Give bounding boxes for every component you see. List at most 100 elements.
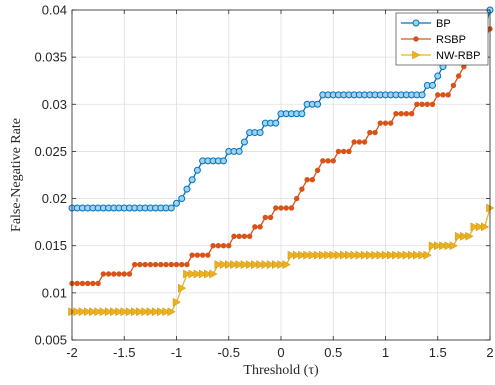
data-point-nw-rbp bbox=[219, 260, 229, 269]
data-point-nw-rbp bbox=[225, 260, 234, 269]
data-point-rsbp bbox=[398, 111, 404, 117]
data-point-rsbp bbox=[158, 261, 164, 268]
data-point-rsbp bbox=[267, 214, 274, 221]
data-point-rsbp bbox=[351, 139, 357, 145]
data-point-rsbp bbox=[262, 214, 269, 221]
data-point-rsbp bbox=[293, 195, 300, 202]
data-point-nw-rbp bbox=[94, 307, 103, 317]
data-point-nw-rbp bbox=[319, 250, 328, 260]
data-point-nw-rbp bbox=[167, 307, 176, 317]
data-point-nw-rbp bbox=[345, 250, 354, 260]
x-tick-label: -1.5 bbox=[113, 345, 135, 360]
data-point-nw-rbp bbox=[157, 307, 166, 317]
data-point-bp bbox=[235, 147, 243, 155]
data-point-rsbp bbox=[132, 261, 138, 268]
data-point-rsbp bbox=[367, 129, 373, 136]
data-point-nw-rbp bbox=[376, 250, 385, 260]
data-point-rsbp bbox=[314, 167, 321, 173]
data-point-bp bbox=[434, 72, 442, 80]
x-tick-label: -2 bbox=[66, 345, 78, 360]
data-point-nw-rbp bbox=[339, 250, 349, 260]
data-point-rsbp bbox=[105, 271, 112, 277]
data-point-nw-rbp bbox=[251, 260, 260, 269]
data-point-bp bbox=[178, 195, 186, 203]
data-point-nw-rbp bbox=[475, 222, 485, 232]
data-point-bp bbox=[220, 157, 228, 165]
data-point-nw-rbp bbox=[371, 250, 380, 260]
data-point-rsbp bbox=[273, 205, 279, 211]
data-point-nw-rbp bbox=[298, 250, 307, 260]
data-point-rsbp bbox=[252, 224, 258, 230]
data-point-rsbp bbox=[440, 92, 446, 98]
data-point-rsbp bbox=[414, 101, 420, 107]
data-point-bp bbox=[167, 204, 175, 212]
data-point-rsbp bbox=[361, 139, 368, 145]
data-point-rsbp bbox=[152, 261, 159, 268]
data-point-nw-rbp bbox=[130, 307, 140, 317]
data-point-rsbp bbox=[163, 261, 169, 268]
legend-label-bp: BP bbox=[436, 18, 451, 30]
data-point-bp bbox=[272, 119, 280, 127]
data-point-bp bbox=[429, 81, 437, 89]
data-point-nw-rbp bbox=[413, 250, 422, 260]
data-point-nw-rbp bbox=[78, 307, 87, 317]
y-tick-label: 0.04 bbox=[42, 3, 67, 18]
data-point-nw-rbp bbox=[397, 250, 406, 260]
data-point-rsbp bbox=[309, 177, 316, 183]
data-point-bp bbox=[193, 166, 201, 174]
data-point-nw-rbp bbox=[350, 250, 359, 260]
data-point-nw-rbp bbox=[470, 222, 479, 232]
x-tick-label: 0.5 bbox=[324, 345, 342, 360]
x-tick-label: 2 bbox=[486, 345, 493, 360]
data-point-bp bbox=[298, 110, 306, 118]
data-point-nw-rbp bbox=[381, 250, 391, 260]
y-tick-label: 0.005 bbox=[34, 333, 67, 348]
data-point-nw-rbp bbox=[308, 250, 317, 260]
data-point-rsbp bbox=[189, 252, 195, 258]
data-point-nw-rbp bbox=[183, 269, 192, 279]
data-point-rsbp bbox=[341, 148, 347, 155]
data-point-nw-rbp bbox=[89, 307, 98, 317]
data-point-nw-rbp bbox=[334, 250, 344, 260]
data-point-bp bbox=[188, 176, 196, 184]
data-point-rsbp bbox=[299, 186, 305, 192]
data-point-nw-rbp bbox=[214, 260, 223, 269]
data-point-rsbp bbox=[325, 158, 331, 164]
data-point-rsbp bbox=[184, 261, 190, 268]
x-axis-label: Threshold (τ) bbox=[243, 363, 319, 378]
data-point-bp bbox=[173, 199, 180, 207]
data-point-bp bbox=[256, 129, 264, 137]
data-point-nw-rbp bbox=[313, 250, 323, 260]
data-point-nw-rbp bbox=[402, 250, 411, 260]
y-axis-label: False-Negative Rate bbox=[9, 118, 24, 232]
data-point-rsbp bbox=[199, 252, 206, 258]
data-point-nw-rbp bbox=[460, 231, 469, 241]
data-point-nw-rbp bbox=[386, 250, 396, 260]
data-point-bp bbox=[240, 138, 248, 146]
data-point-rsbp bbox=[372, 129, 378, 136]
data-point-rsbp bbox=[445, 92, 451, 98]
legend-marker-rsbp bbox=[413, 36, 419, 42]
data-point-rsbp bbox=[84, 280, 91, 287]
data-point-nw-rbp bbox=[303, 250, 312, 260]
y-tick-label: 0.025 bbox=[34, 144, 67, 159]
data-point-nw-rbp bbox=[392, 250, 401, 260]
data-point-nw-rbp bbox=[428, 241, 438, 251]
data-point-nw-rbp bbox=[449, 241, 458, 251]
data-point-rsbp bbox=[121, 271, 127, 277]
data-point-nw-rbp bbox=[423, 250, 432, 260]
data-point-nw-rbp bbox=[104, 307, 114, 317]
data-point-nw-rbp bbox=[83, 307, 93, 317]
data-point-nw-rbp bbox=[235, 260, 244, 269]
data-point-nw-rbp bbox=[240, 260, 249, 269]
data-point-bp bbox=[418, 91, 426, 99]
data-point-nw-rbp bbox=[99, 307, 108, 317]
data-point-nw-rbp bbox=[287, 250, 296, 260]
data-point-nw-rbp bbox=[177, 283, 187, 293]
data-point-nw-rbp bbox=[355, 250, 364, 260]
data-point-rsbp bbox=[288, 205, 295, 211]
data-point-rsbp bbox=[346, 148, 352, 155]
data-point-rsbp bbox=[304, 177, 310, 183]
x-tick-label: 0 bbox=[277, 345, 284, 360]
